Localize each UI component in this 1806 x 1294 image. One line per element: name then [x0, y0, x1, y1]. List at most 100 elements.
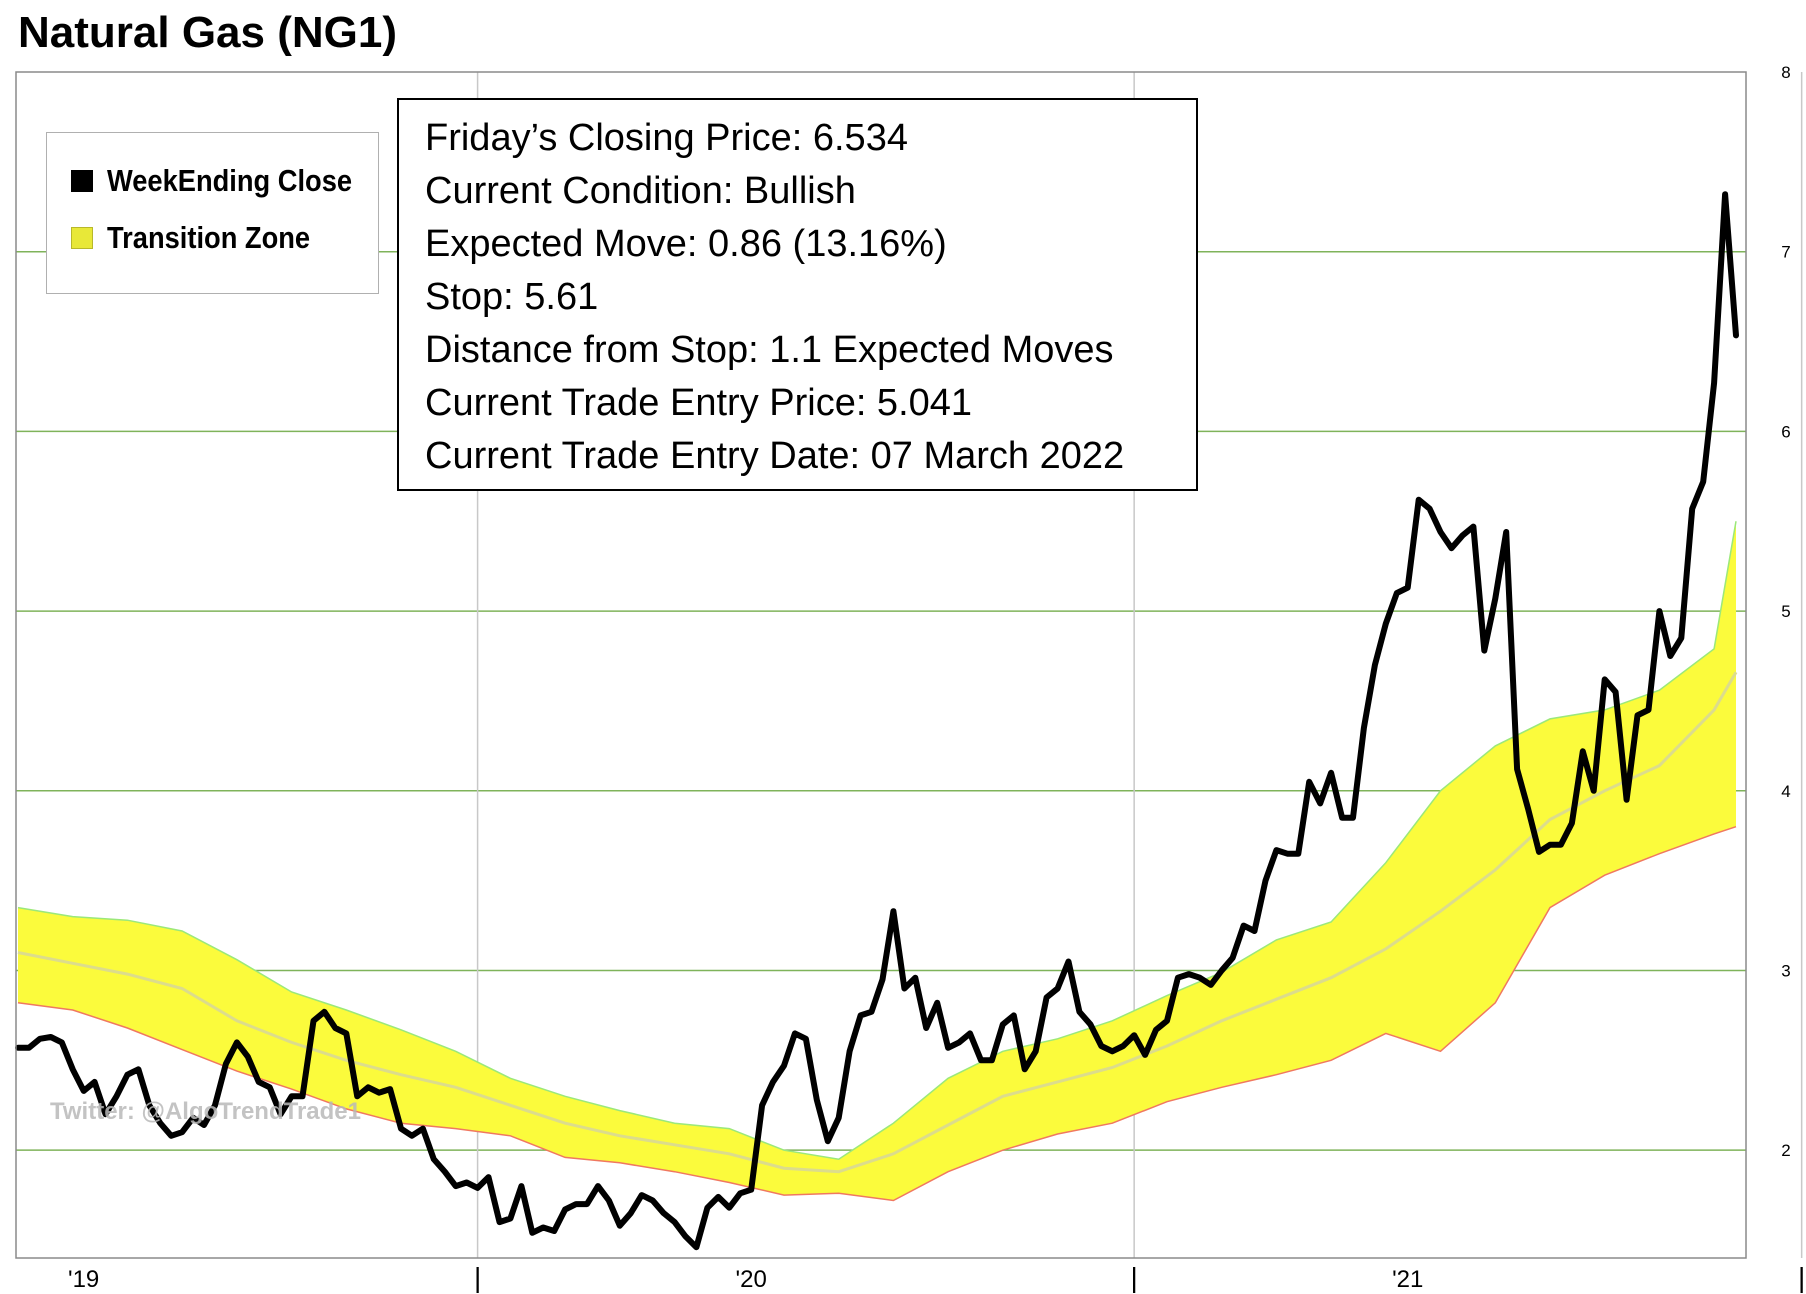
legend-label-close: WeekEnding Close	[107, 163, 353, 198]
close-point	[1319, 802, 1321, 805]
x-tick-label: '20	[736, 1266, 767, 1293]
close-point	[17, 1047, 19, 1049]
close-point	[1593, 790, 1595, 792]
close-point	[1549, 844, 1551, 846]
close-point	[936, 1002, 938, 1004]
close-point	[805, 1038, 807, 1040]
close-point	[717, 1196, 719, 1198]
close-point	[1199, 977, 1201, 979]
close-point	[334, 1027, 336, 1029]
close-point	[170, 1135, 172, 1137]
close-point	[1330, 772, 1332, 774]
watermark: Twitter: @AlgoTrendTrade1	[50, 1098, 361, 1125]
close-point	[1352, 817, 1354, 819]
close-point	[1002, 1023, 1004, 1025]
close-point	[849, 1050, 851, 1052]
close-point	[236, 1041, 238, 1043]
legend-label-zone: Transition Zone	[107, 220, 311, 255]
close-point	[1308, 781, 1310, 783]
plot-frame	[15, 71, 1747, 1259]
close-point	[794, 1032, 796, 1034]
close-point	[827, 1140, 829, 1142]
close-point	[323, 1011, 325, 1013]
close-point	[1396, 592, 1398, 594]
close-point	[1636, 714, 1639, 716]
close-point	[487, 1176, 490, 1178]
close-point	[1571, 822, 1573, 824]
close-point	[83, 1090, 85, 1092]
x-tick-label: '19	[68, 1266, 99, 1293]
x-axis-ticks: '19 | '20 | '21 |	[68, 1262, 1805, 1293]
close-point	[575, 1203, 577, 1205]
close-point	[520, 1185, 523, 1187]
close-point	[1297, 853, 1299, 855]
close-point	[422, 1128, 424, 1130]
x-tick-label: |	[474, 1262, 481, 1293]
close-point	[1133, 1034, 1135, 1036]
y-tick-label: 2	[1781, 1141, 1790, 1160]
close-point	[1243, 925, 1245, 927]
close-point	[1013, 1014, 1015, 1017]
close-point	[148, 1104, 150, 1106]
close-point	[750, 1189, 752, 1191]
close-point	[1089, 1023, 1091, 1025]
close-point	[1658, 610, 1660, 612]
info-condition: Current Condition: Bullish	[425, 170, 856, 212]
close-point	[28, 1047, 30, 1049]
close-point	[586, 1203, 588, 1205]
close-point	[39, 1038, 41, 1040]
close-point	[1418, 499, 1420, 501]
close-point	[1111, 1050, 1113, 1052]
close-point	[892, 910, 895, 912]
close-point	[761, 1104, 763, 1106]
close-line-layer	[15, 191, 1739, 1251]
close-point	[1669, 655, 1671, 657]
close-point	[870, 1011, 873, 1013]
close-point	[1374, 664, 1376, 666]
close-point	[1429, 508, 1431, 510]
transition-zone-lower-edge	[17, 825, 1737, 1202]
chart-title: Natural Gas (NG1)	[18, 8, 397, 57]
close-point	[1067, 960, 1070, 963]
close-point	[367, 1086, 369, 1088]
close-point	[947, 1047, 949, 1049]
close-point	[652, 1199, 654, 1202]
close-point	[1735, 334, 1737, 336]
close-point	[214, 1104, 216, 1106]
close-point	[258, 1081, 260, 1083]
close-point	[411, 1135, 413, 1137]
close-point	[1286, 853, 1288, 855]
close-point	[1253, 930, 1256, 932]
legend-item-close: WeekEnding Close	[71, 163, 386, 199]
y-tick-label: 8	[1781, 63, 1790, 82]
info-entry-date: Current Trade Entry Date: 07 March 2022	[425, 435, 1125, 477]
legend: WeekEnding Close Transition Zone	[46, 132, 379, 294]
close-point	[50, 1036, 52, 1038]
y-tick-label: 3	[1781, 961, 1790, 980]
close-point	[1604, 678, 1606, 681]
y-tick-label: 6	[1781, 422, 1790, 441]
close-point	[1724, 193, 1726, 195]
close-point	[1494, 597, 1496, 600]
close-point	[1538, 851, 1540, 853]
y-tick-label: 5	[1781, 602, 1790, 621]
close-point	[1046, 996, 1048, 999]
close-point	[564, 1208, 566, 1211]
close-point	[663, 1212, 665, 1214]
close-point	[1024, 1068, 1026, 1070]
close-point	[838, 1117, 840, 1119]
close-point	[400, 1128, 402, 1130]
close-point	[1560, 844, 1562, 846]
close-point	[1680, 637, 1682, 639]
close-point	[115, 1095, 118, 1097]
close-point	[1122, 1045, 1124, 1047]
close-point	[597, 1185, 599, 1187]
close-point	[455, 1185, 457, 1187]
close-point	[1057, 987, 1059, 990]
close-point	[181, 1131, 183, 1133]
close-point	[914, 977, 916, 979]
close-point	[1275, 849, 1277, 851]
close-point	[739, 1192, 741, 1194]
close-point	[61, 1041, 63, 1043]
